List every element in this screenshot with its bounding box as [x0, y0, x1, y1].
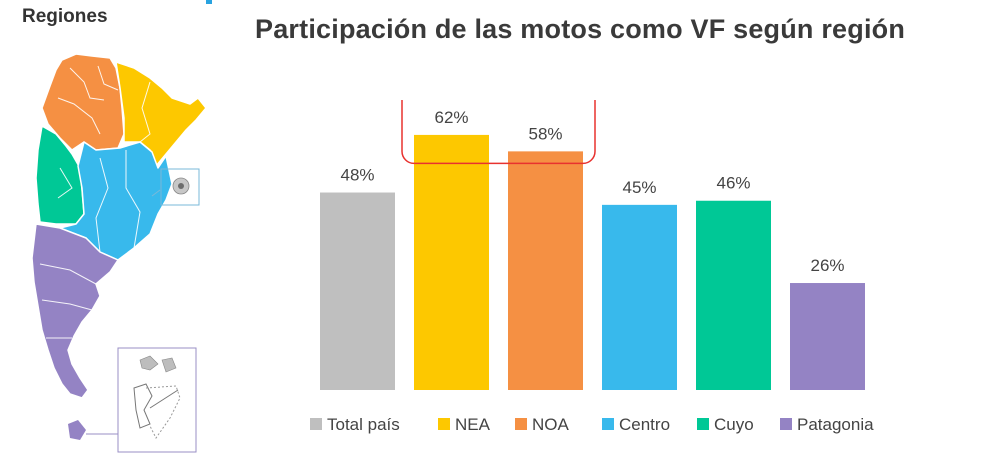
bar-patagonia — [790, 283, 865, 390]
bar-centro — [602, 204, 677, 390]
legend-label: Centro — [619, 415, 670, 434]
map-region-centro — [59, 141, 173, 261]
data-label-patagonia: 26% — [810, 256, 844, 275]
data-label-cuyo: 46% — [716, 174, 750, 193]
legend-label: Total país — [327, 415, 400, 434]
legend-item-patagonia: Patagonia — [780, 415, 874, 434]
legend-item-centro: Centro — [602, 415, 670, 434]
map-region-patagonia — [31, 223, 119, 399]
data-label-centro: 45% — [622, 178, 656, 197]
bar-total-pa-s — [320, 192, 395, 390]
caba-inset-box — [160, 168, 200, 206]
argentina-regions-map — [31, 53, 207, 453]
bar-chart: 48% 62% 58% 45% 46% 26% Total país NEA NOA Centr… — [310, 100, 874, 434]
legend-label: Patagonia — [797, 415, 874, 434]
bar-noa — [508, 151, 583, 390]
bar-nea — [414, 134, 489, 390]
legend-swatch — [602, 418, 614, 430]
legend-item-total-pa-s: Total país — [310, 415, 400, 434]
highlight-box — [401, 100, 596, 165]
antarctica-inset-box — [117, 347, 197, 453]
legend-swatch — [780, 418, 792, 430]
data-label-total-pa-s: 48% — [340, 166, 374, 185]
legend-swatch — [438, 418, 450, 430]
data-label-nea: 62% — [434, 108, 468, 127]
map-tierra-del-fuego — [68, 420, 86, 440]
bar-cuyo — [696, 200, 771, 390]
top-accent-bar — [206, 0, 212, 4]
map-title: Regiones — [22, 6, 108, 27]
map-region-nea — [115, 61, 207, 167]
legend-label: NOA — [532, 415, 570, 434]
data-label-noa: 58% — [528, 124, 562, 143]
legend-swatch — [515, 418, 527, 430]
legend-item-nea: NEA — [438, 415, 491, 434]
legend-label: NEA — [455, 415, 491, 434]
legend-swatch — [697, 418, 709, 430]
legend-item-cuyo: Cuyo — [697, 415, 754, 434]
legend-item-noa: NOA — [515, 415, 570, 434]
legend-swatch — [310, 418, 322, 430]
chart-title: Participación de las motos como VF según… — [255, 14, 906, 44]
legend-label: Cuyo — [714, 415, 754, 434]
